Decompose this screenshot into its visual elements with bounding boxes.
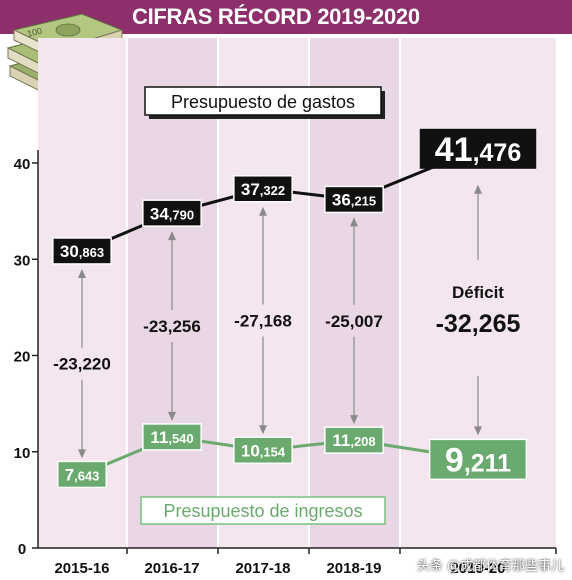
- arrowhead-up-icon: [259, 206, 267, 216]
- arrowhead-up-icon: [168, 231, 176, 241]
- difference-label: -25,007: [325, 312, 383, 331]
- expense-value-label: 34,790: [150, 204, 194, 223]
- income-value-box: [142, 423, 202, 451]
- arrowhead-down-icon: [259, 425, 267, 435]
- expense-value-box: [52, 237, 112, 265]
- income-value-label: 11,540: [150, 428, 193, 447]
- arrowhead-down-icon: [168, 411, 176, 421]
- arrowhead-up-icon: [350, 217, 358, 227]
- income-value-box: [428, 438, 528, 481]
- arrowhead-down-icon: [78, 449, 86, 459]
- chart-title: CIFRAS RÉCORD 2019-2020: [132, 4, 420, 29]
- arrowhead-down-icon: [474, 426, 482, 436]
- y-tick-label: 40: [14, 156, 31, 173]
- x-tick-label: 2015-16: [54, 560, 109, 577]
- x-tick-label: 2017-18: [235, 560, 290, 577]
- arrowhead-down-icon: [350, 415, 358, 425]
- income-value-label: 10,154: [241, 441, 286, 460]
- expense-value-box: [419, 128, 537, 169]
- expense-value-box: [233, 175, 293, 203]
- expense-value-box: [142, 199, 202, 227]
- x-tick-label: 2019-20: [450, 560, 505, 577]
- x-tick-label: 2016-17: [144, 560, 199, 577]
- difference-label: -23,220: [53, 355, 111, 374]
- arrowhead-up-icon: [78, 268, 86, 278]
- expense-value-box: [324, 185, 384, 214]
- expense-value-label: 37,322: [241, 180, 285, 199]
- x-tick-label: 2018-19: [326, 560, 381, 577]
- y-tick-label: 10: [14, 445, 31, 462]
- income-value-box: [57, 460, 107, 489]
- difference-label: -23,256: [143, 317, 201, 336]
- expense-value-label: 30,863: [60, 242, 104, 261]
- legend-expense-box: [144, 86, 382, 116]
- income-value-box: [324, 426, 384, 454]
- income-value-label: 11,208: [332, 431, 375, 450]
- expense-value-label: 41,476: [435, 131, 522, 169]
- difference-label: -27,168: [234, 312, 292, 331]
- y-tick-label: 0: [18, 541, 26, 558]
- arrowhead-up-icon: [474, 184, 482, 194]
- y-tick-label: 30: [14, 252, 31, 269]
- income-value-label: 9,211: [445, 442, 511, 480]
- income-value-box: [233, 436, 293, 465]
- difference-label: -32,265: [436, 310, 521, 338]
- svg-text:100: 100: [26, 26, 43, 39]
- expense-value-label: 36,215: [332, 191, 376, 210]
- y-tick-label: 20: [14, 349, 31, 366]
- deficit-label: Déficit: [452, 283, 504, 302]
- legend-expense-label: Presupuesto de gastos: [171, 92, 355, 112]
- legend-income-label: Presupuesto de ingresos: [163, 501, 362, 521]
- income-value-label: 7,643: [65, 466, 100, 485]
- watermark-text: 头条 @成都体育那些事儿: [416, 559, 564, 574]
- legend-income-box: [140, 496, 386, 525]
